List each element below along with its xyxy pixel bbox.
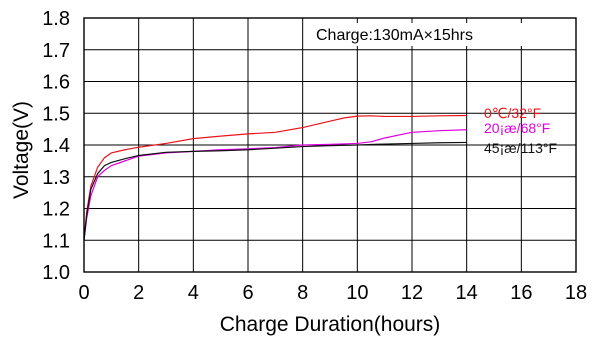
x-tick-label: 10 [346,282,368,304]
x-tick-label: 6 [242,282,253,304]
y-tick-labels: 1.0 1.1 1.2 1.3 1.4 1.5 1.6 1.7 1.8 [42,8,70,284]
charge-annotation: Charge:130mA×15hrs [316,27,473,44]
annotation-background [306,23,534,46]
series-line [83,129,467,241]
y-tick-label: 1.8 [42,8,70,30]
series-labels: 0℃/32°F20¡æ/68°F 45¡æ/113°F [484,105,557,156]
y-tick-label: 1.7 [42,40,70,62]
plot-frame [83,17,577,273]
x-tick-label: 12 [401,282,423,304]
y-tick-label: 1.1 [42,230,70,252]
x-tick-label: 2 [133,282,144,304]
series-label: 45¡æ/113°F [484,140,557,156]
x-tick-label: 18 [565,282,587,304]
y-tick-label: 1.4 [42,135,70,157]
series-label: 0℃/32°F [484,105,541,121]
x-tick-label: 8 [297,282,308,304]
x-tick-label: 4 [188,282,199,304]
x-tick-label: 14 [456,282,478,304]
series-label: 20¡æ/68°F [484,120,550,136]
y-tick-label: 1.3 [42,167,70,189]
series-line [83,141,467,241]
chart-series [83,114,467,241]
x-axis-title: Charge Duration(hours) [220,313,441,336]
y-tick-label: 1.5 [42,103,70,125]
x-tick-label: 16 [510,282,532,304]
y-tick-label: 1.2 [42,199,70,221]
y-axis-title: Voltage(V) [10,101,33,199]
series-line [83,114,467,241]
x-tick-labels: 0 2 4 6 8 10 12 14 16 18 [78,282,587,304]
x-tick-label: 0 [78,282,89,304]
y-tick-label: 1.0 [42,262,70,284]
y-tick-label: 1.6 [42,72,70,94]
